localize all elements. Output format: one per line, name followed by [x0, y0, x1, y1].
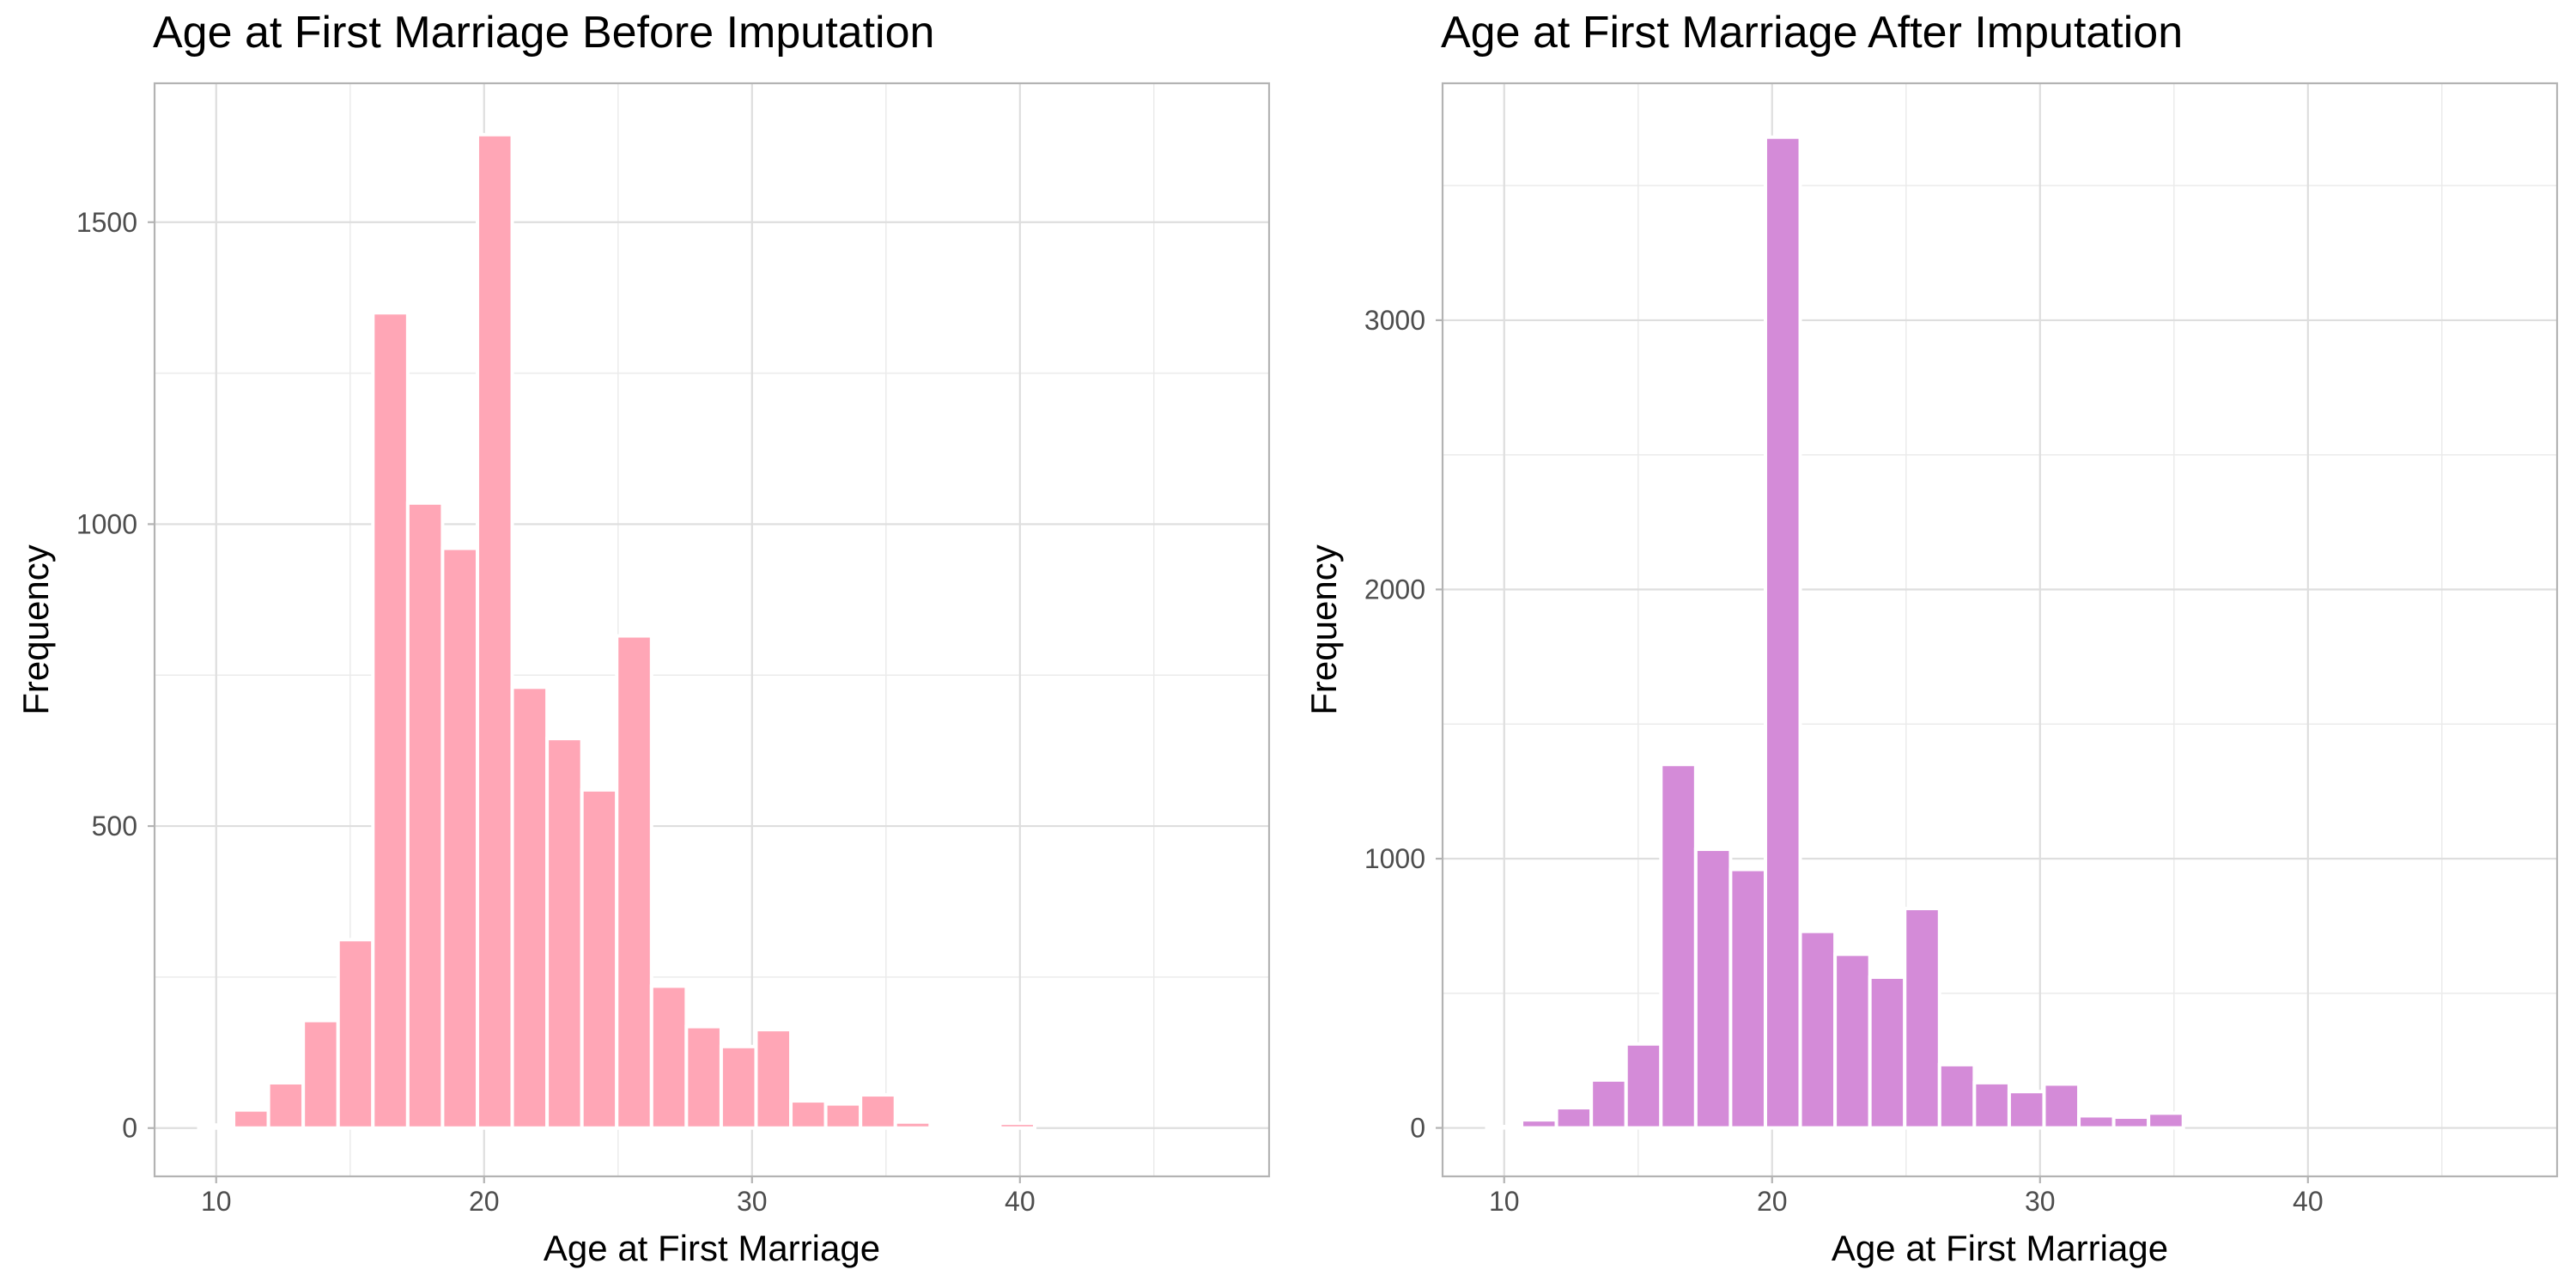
histogram-bar [2007, 1090, 2046, 1130]
y-tick-label: 0 [122, 1113, 137, 1144]
histogram-bar [963, 1123, 1002, 1130]
histogram-bar [301, 1018, 340, 1130]
panel-border [153, 82, 1271, 1178]
histogram-bar [1798, 929, 1838, 1130]
histogram-bar [928, 1126, 967, 1132]
x-tick-label: 20 [1757, 1186, 1788, 1217]
chart-title-after: Age at First Marriage After Imputation [1441, 8, 2184, 58]
y-tick-label: 1000 [1364, 843, 1425, 874]
histogram-bar [336, 938, 375, 1130]
histogram-bar [545, 737, 584, 1130]
histogram-after: 10 20 30 40 0 1000 2000 3000 Age at First Marria… [1303, 82, 2559, 1268]
histogram-bar [1903, 907, 1941, 1130]
histogram-bar [789, 1099, 828, 1130]
panel-border [1441, 82, 2559, 1178]
histogram-bar [2111, 1115, 2151, 1130]
histogram-bar [893, 1120, 933, 1130]
x-tick-label: 40 [2293, 1186, 2324, 1217]
y-tick-label: 0 [1410, 1113, 1425, 1144]
histogram-bar [719, 1044, 758, 1130]
histogram-bar [1520, 1118, 1558, 1130]
histogram-bar [615, 634, 653, 1130]
histogram-bar [440, 546, 479, 1130]
histogram-bar [1485, 1124, 1524, 1130]
histogram-bar [823, 1102, 863, 1130]
chart-title-before: Age at First Marriage Before Imputation [153, 8, 935, 58]
histogram-bar [1589, 1078, 1628, 1130]
y-axis-title: Frequency [15, 544, 56, 714]
histogram-bar [754, 1028, 793, 1130]
x-axis-title: Age at First Marriage [1832, 1228, 2168, 1268]
x-axis-title: Age at First Marriage [544, 1228, 880, 1268]
histogram-bar [197, 1123, 236, 1130]
y-tick-label: 500 [92, 811, 137, 841]
histogram-bar [649, 984, 689, 1130]
histogram-before: 10 20 30 40 0 500 1000 1500 Age at First Marriag… [15, 82, 1271, 1268]
chart-panel-before: Age at First Marriage Before Imputation … [15, 8, 1271, 1268]
histogram-bar [266, 1080, 306, 1130]
histogram-bar [371, 311, 410, 1130]
histogram-bar [1659, 762, 1698, 1130]
histogram-bar [998, 1121, 1036, 1130]
histogram-bar [580, 787, 619, 1130]
y-tick-label: 3000 [1364, 305, 1425, 336]
histogram-bar [510, 685, 550, 1130]
x-tick-label: 30 [2025, 1186, 2056, 1217]
y-axis-title: Frequency [1303, 544, 1344, 714]
x-tick-label: 30 [737, 1186, 768, 1217]
x-tick-label: 10 [1489, 1186, 1520, 1217]
histogram-bar [1728, 867, 1767, 1130]
histogram-bar [1554, 1106, 1594, 1130]
chart-panel-after: Age at First Marriage After Imputation 1… [1288, 0, 2576, 1288]
histogram-bar [405, 501, 445, 1130]
y-tick-label: 1500 [76, 207, 137, 238]
y-tick-label: 1000 [76, 508, 137, 539]
histogram-bar [475, 132, 514, 1130]
histogram-bar [1937, 1062, 1977, 1130]
histogram-bar [859, 1093, 897, 1130]
histogram-bar [1763, 135, 1802, 1130]
histogram-bar [1868, 975, 1907, 1130]
histogram-bar [2147, 1111, 2185, 1130]
x-tick-label: 40 [1005, 1186, 1036, 1217]
histogram-bar [1624, 1042, 1663, 1130]
y-tick-label: 2000 [1364, 574, 1425, 605]
histogram-bar [232, 1108, 270, 1130]
histogram-bar [1693, 848, 1733, 1130]
x-tick-label: 10 [201, 1186, 232, 1217]
histogram-bar [2077, 1114, 2116, 1130]
histogram-bar [2042, 1082, 2081, 1130]
histogram-bar [1833, 952, 1872, 1130]
x-tick-label: 20 [469, 1186, 500, 1217]
histogram-bar [684, 1024, 723, 1130]
histogram-bar [1972, 1080, 2011, 1130]
